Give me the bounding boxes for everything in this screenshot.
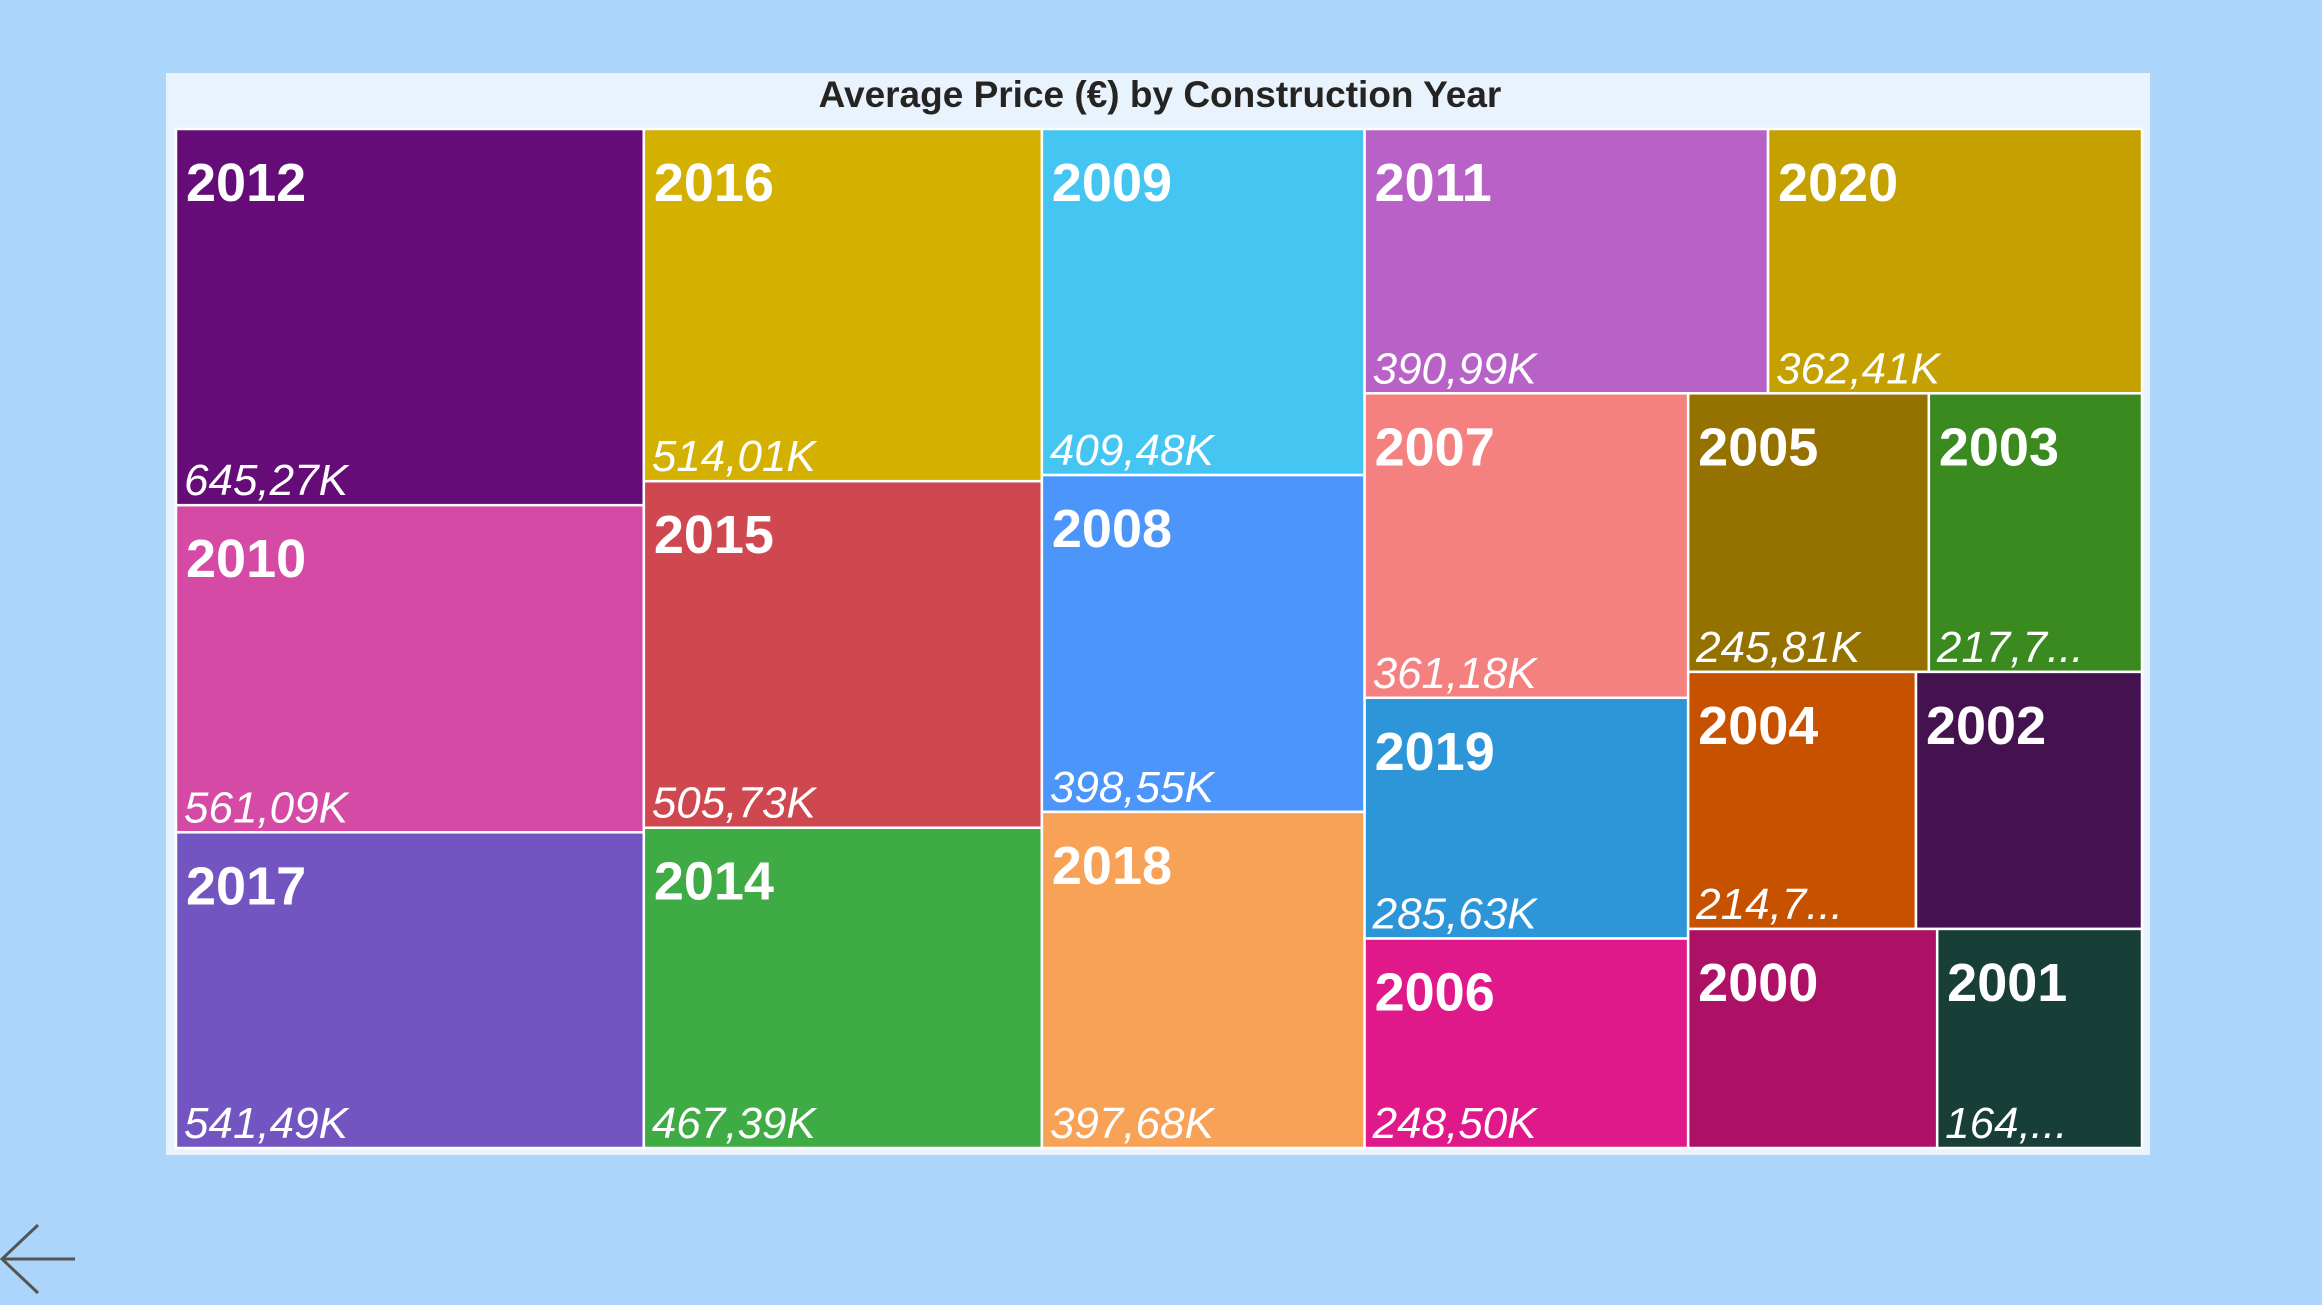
tile [1686, 392, 1931, 674]
tile-value-label: 214,7... [1695, 880, 1843, 929]
tile-value-label: 390,99K [1373, 344, 1539, 393]
tile-category-label: 2010 [186, 529, 306, 589]
tile-category-label: 2002 [1926, 696, 2046, 756]
tile-value-label: 409,48K [1050, 426, 1216, 475]
tile-value-label: 245,81K [1695, 623, 1862, 672]
tile [1927, 392, 2144, 674]
tile-category-label: 2011 [1375, 153, 1492, 213]
tile [1766, 127, 2144, 395]
tile-value-label: 285,63K [1372, 890, 1539, 939]
tile-category-label: 2020 [1778, 153, 1898, 213]
tile-value-label: 514,01K [652, 432, 818, 481]
tile-category-label: 2012 [186, 153, 306, 213]
tile-value-label: 541,49K [184, 1099, 350, 1148]
tile [1040, 473, 1366, 814]
tile-category-label: 2015 [654, 505, 774, 565]
tile [1363, 937, 1690, 1150]
chart-title: Average Price (€) by Construction Year [819, 74, 1502, 115]
tile [1935, 927, 2144, 1150]
tile [1363, 392, 1690, 700]
tile [174, 503, 646, 834]
tile-category-label: 2005 [1698, 417, 1818, 477]
tile-value-label: 362,41K [1776, 344, 1942, 393]
tile-value-label: 248,50K [1372, 1099, 1539, 1148]
tile-value-label: 397,68K [1050, 1099, 1216, 1148]
tile-category-label: 2006 [1375, 963, 1495, 1023]
tile-value-label: 561,09K [184, 783, 350, 832]
tile [1914, 670, 2144, 931]
tile-value-label: 645,27K [184, 456, 350, 505]
tile [1686, 927, 1939, 1150]
tile-value-label: 467,39K [652, 1099, 818, 1148]
tile-category-label: 2008 [1052, 499, 1172, 559]
tile-value-label: 505,73K [652, 779, 818, 828]
tile-category-label: 2001 [1947, 953, 2067, 1013]
tile-category-label: 2019 [1375, 722, 1495, 782]
tile [1040, 127, 1366, 477]
tile-category-label: 2009 [1052, 153, 1172, 213]
tile-category-label: 2007 [1375, 417, 1495, 477]
tile-category-label: 2016 [654, 153, 774, 213]
tile-category-label: 2004 [1698, 696, 1818, 756]
tile [1040, 810, 1366, 1150]
tile [1363, 696, 1690, 940]
tile-category-label: 2017 [186, 856, 306, 916]
tile [1686, 670, 1918, 931]
tile-category-label: 2003 [1939, 417, 2059, 477]
tile-value-label: 217,7... [1936, 623, 2084, 672]
tile [642, 826, 1044, 1150]
tile-value-label: 398,55K [1050, 763, 1216, 812]
tile [174, 127, 646, 507]
tile-category-label: 2000 [1698, 953, 1818, 1013]
tile-value-label: 361,18K [1373, 649, 1539, 698]
back-arrow[interactable] [0, 1223, 75, 1295]
tile-value-label: 164,... [1945, 1099, 2067, 1148]
tile [174, 831, 646, 1150]
tile-category-label: 2018 [1052, 836, 1172, 896]
tile-category-label: 2014 [654, 852, 774, 912]
